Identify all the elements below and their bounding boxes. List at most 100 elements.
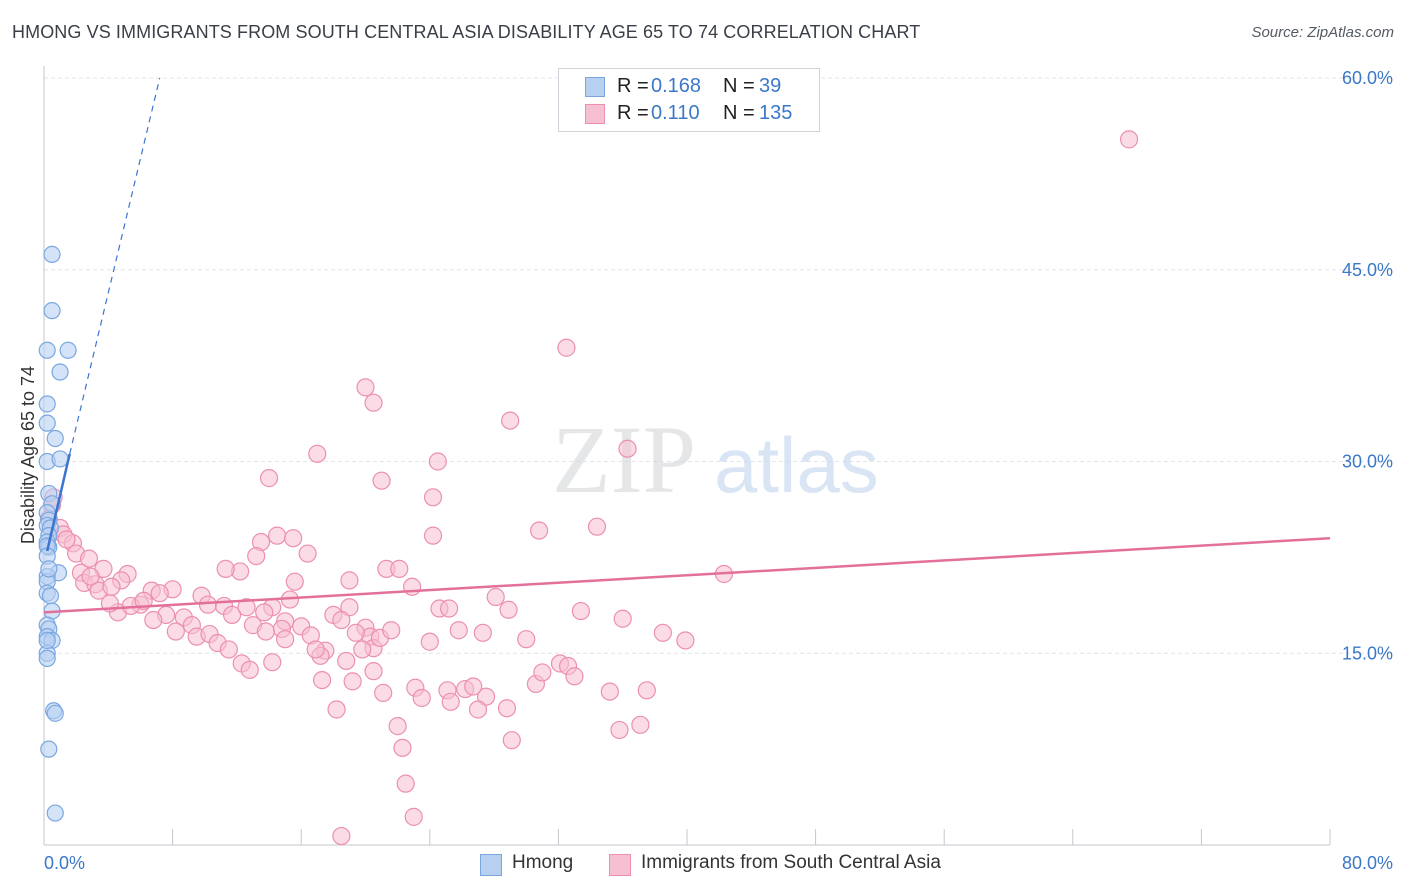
immigrants-point [237,598,256,617]
legend-row-immigrants: R = 0.110 N = 135 [559,102,819,128]
immigrants-point [637,681,656,700]
hmong-point [38,395,56,413]
bottom-legend-label-immigrants: Immigrants from South Central Asia [641,852,941,873]
immigrants-point [587,517,607,536]
tick-labels: 15.0% 30.0% 45.0% 60.0% 0.0% 80.0% [44,68,1393,873]
legend-box: R = 0.168 N = 39 R = 0.110 N = 135 [558,68,820,132]
x-tick-label: 80.0% [1342,853,1393,873]
source-label: Source: ZipAtlas.com [1251,24,1394,41]
y-tick-label: 45.0% [1342,260,1393,280]
legend-n-label: N = [723,75,755,97]
immigrants-point [631,715,650,734]
watermark-zip: ZIP [552,406,696,513]
immigrants-point [298,544,317,563]
legend-row-hmong: R = 0.168 N = 39 [559,75,819,101]
immigrants-point [219,640,238,659]
hmong-point [46,429,64,448]
immigrants-point [247,546,266,566]
hmong-point [59,341,77,359]
immigrants-point [340,598,359,617]
immigrants-point [267,526,287,545]
immigrants-point [256,622,275,641]
hmong-point [38,414,56,432]
grid-layer [44,77,1392,654]
immigrants-point [449,621,468,640]
hmong-point [40,560,58,578]
immigrants-point [222,605,242,625]
immigrants-point [308,444,327,463]
immigrants-point [353,640,372,659]
immigrants-point [600,682,619,701]
immigrants-point [428,452,447,471]
y-tick-label: 15.0% [1342,643,1393,663]
immigrants-point [676,631,695,650]
immigrants-point [364,662,383,681]
trend-lines [43,77,1331,614]
immigrants-point [284,529,303,548]
y-axis-label: Disability Age 65 to 74 [18,366,38,544]
immigrants-point [346,623,365,642]
immigrants-point [312,670,332,690]
immigrants-point [396,774,415,793]
immigrants-point [332,610,351,630]
immigrants-point [404,807,423,826]
immigrants-point [372,471,391,490]
hmong-trend-extension [69,77,161,454]
watermark-atlas: atlas [714,421,879,509]
immigrants-point [276,630,295,649]
legend-swatch-hmong [585,77,605,97]
immigrants-point [343,672,362,691]
hmong-point [40,740,58,758]
immigrants-point [565,667,584,686]
bottom-legend-label-hmong: Hmong [512,852,574,873]
immigrants-point [557,338,576,357]
immigrants-point [610,720,629,740]
immigrants-point [337,651,356,671]
immigrants-point [356,378,375,397]
immigrants-point [571,601,591,621]
bottom-legend-swatch-hmong [480,854,502,876]
immigrants-point [374,683,393,702]
immigrants-point [166,622,185,641]
immigrants-point [259,469,279,488]
immigrants-point [134,591,153,610]
y-tick-label: 30.0% [1342,452,1393,472]
immigrants-point [144,610,163,630]
immigrants-point [476,687,496,706]
immigrants-point [216,559,235,578]
immigrants-point [423,488,443,507]
immigrants-point [340,571,359,590]
immigrants-point [613,609,632,628]
immigrants-point [306,640,325,659]
hmong-point [51,450,69,468]
hmong-point [46,704,64,722]
immigrants-point [403,577,422,596]
hmong-point [41,587,60,605]
hmong-point [38,341,56,359]
immigrants-point [530,521,549,540]
immigrants-point [464,677,483,696]
x-tick-label: 0.0% [44,853,85,873]
hmong-trend-line [45,453,71,552]
immigrants-point [517,630,536,649]
immigrants-point [364,393,383,412]
immigrants-point [501,411,520,430]
hmong-point [38,631,56,650]
immigrants-point [388,717,407,736]
immigrants-point [499,600,518,619]
legend-r-value: 0.168 [651,75,702,97]
chart-title: HMONG VS IMMIGRANTS FROM SOUTH CENTRAL A… [12,22,921,42]
immigrants-point [327,700,346,719]
immigrants-point [412,688,431,708]
immigrants-point [618,439,637,458]
immigrants-point [81,567,100,586]
hmong-points [38,245,77,822]
immigrants-point [497,699,517,718]
immigrants-point [382,621,401,640]
immigrants-point [240,660,259,679]
legend-r-value: 0.110 [651,102,700,124]
immigrants-point [439,599,459,618]
bottom-legend-swatch-immigrants [609,854,631,876]
immigrants-point [1119,130,1139,149]
